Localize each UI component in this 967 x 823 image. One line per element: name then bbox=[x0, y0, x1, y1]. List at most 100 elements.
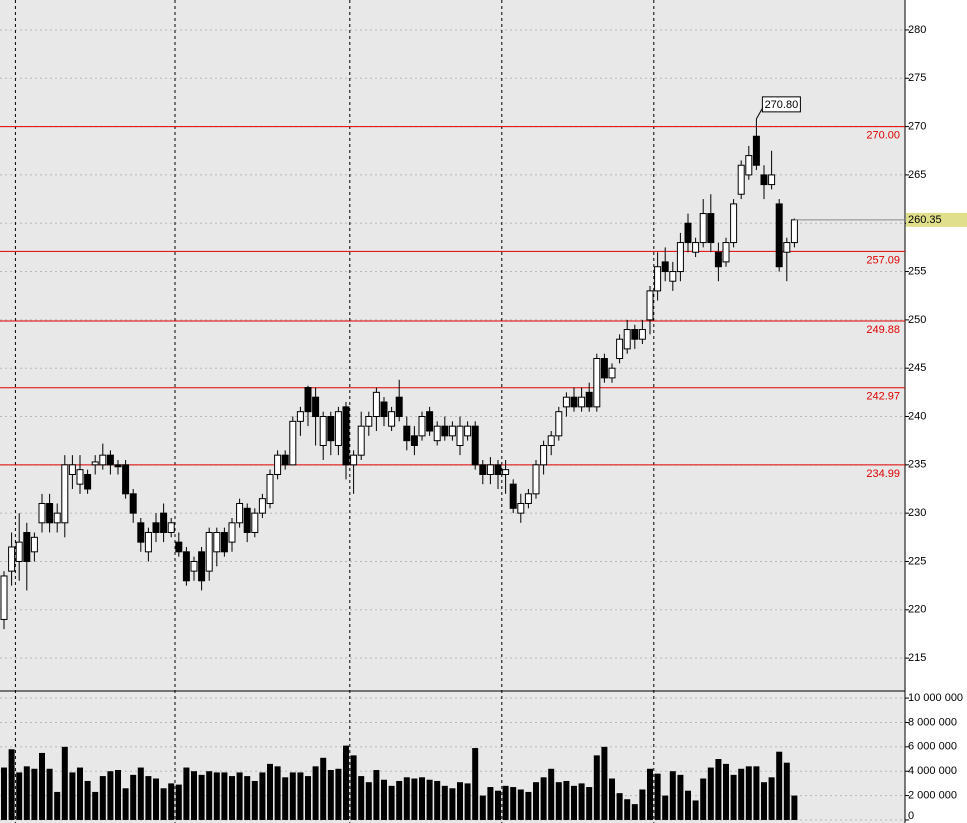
candle-body bbox=[654, 266, 662, 292]
candle-body bbox=[84, 473, 92, 490]
candle-body bbox=[471, 425, 479, 466]
candle-body bbox=[623, 329, 631, 350]
candle-body bbox=[129, 493, 137, 514]
volume-bar bbox=[578, 783, 585, 820]
volume-bar bbox=[115, 769, 121, 820]
volume-bar bbox=[251, 780, 258, 820]
volume-bar bbox=[700, 778, 707, 820]
volume-bar bbox=[198, 774, 205, 820]
volume-tick-label: 2 000 000 bbox=[908, 789, 957, 801]
volume-tick-label: 10 000 000 bbox=[908, 692, 963, 704]
volume-bar bbox=[426, 779, 433, 820]
candle-body bbox=[38, 502, 46, 524]
candle-body bbox=[790, 219, 798, 244]
candle-body bbox=[167, 522, 175, 533]
candle-body bbox=[15, 541, 23, 562]
candle-body bbox=[319, 416, 327, 447]
volume-bar bbox=[69, 772, 76, 820]
volume-bar bbox=[776, 751, 783, 820]
candle-body bbox=[266, 473, 274, 504]
candle-body bbox=[46, 502, 54, 524]
volume-bar bbox=[495, 790, 501, 820]
annotation-label: 270.80 bbox=[765, 99, 799, 111]
candle-body bbox=[707, 213, 715, 244]
volume-bar bbox=[609, 778, 615, 820]
volume-bar bbox=[77, 767, 83, 820]
volume-bar bbox=[54, 791, 61, 820]
volume-bar bbox=[654, 773, 661, 820]
candle-body bbox=[213, 531, 221, 553]
volume-bar bbox=[191, 771, 197, 820]
candle-body bbox=[494, 464, 502, 475]
volume-bar bbox=[396, 780, 403, 820]
volume-bar bbox=[434, 780, 441, 820]
volume-bar bbox=[517, 789, 524, 820]
plot-background bbox=[0, 0, 905, 823]
candle-body bbox=[61, 464, 69, 524]
volume-bar bbox=[411, 778, 418, 820]
volume-bar bbox=[160, 788, 167, 820]
candle-body bbox=[99, 454, 107, 466]
y-tick-label: 230 bbox=[908, 507, 926, 519]
volume-bar bbox=[343, 745, 349, 820]
y-tick-label: 245 bbox=[908, 362, 926, 374]
volume-bar bbox=[282, 777, 289, 820]
candle-body bbox=[593, 358, 601, 408]
volume-bar bbox=[84, 780, 91, 820]
volume-bar bbox=[1, 767, 7, 820]
candle-body bbox=[540, 445, 548, 466]
candle-body bbox=[327, 416, 335, 442]
volume-bar bbox=[502, 785, 509, 820]
volume-bar bbox=[297, 772, 304, 820]
volume-bar bbox=[213, 772, 220, 820]
volume-tick-label: 0 bbox=[908, 810, 914, 822]
volume-bar bbox=[791, 795, 798, 820]
candle-body bbox=[714, 251, 722, 268]
volume-bar bbox=[335, 768, 342, 820]
volume-bar bbox=[388, 785, 395, 820]
candle-body bbox=[669, 271, 677, 282]
candle-body bbox=[395, 396, 403, 418]
y-tick-label: 270 bbox=[908, 121, 926, 133]
candle-body bbox=[570, 396, 578, 408]
candle-body bbox=[562, 396, 570, 408]
candle-body bbox=[616, 338, 624, 360]
level-label: 242.97 bbox=[866, 391, 900, 403]
candle-body bbox=[722, 242, 730, 263]
volume-bar bbox=[92, 791, 99, 820]
y-tick-label: 235 bbox=[908, 459, 926, 471]
candle-body bbox=[692, 242, 700, 253]
volume-bar bbox=[745, 766, 752, 820]
candle-body bbox=[699, 213, 707, 244]
candle-body bbox=[464, 425, 472, 437]
candle-body bbox=[418, 416, 426, 437]
candle-body bbox=[456, 425, 464, 447]
last-price-label: 260.35 bbox=[908, 214, 942, 226]
volume-bar bbox=[61, 746, 68, 820]
candle-body bbox=[228, 522, 236, 543]
volume-bar bbox=[23, 766, 30, 820]
volume-bar bbox=[540, 777, 547, 820]
candle-body bbox=[274, 454, 282, 475]
volume-bar bbox=[707, 767, 714, 820]
level-label: 270.00 bbox=[866, 130, 900, 142]
candle-body bbox=[760, 174, 768, 186]
volume-bar bbox=[175, 784, 182, 820]
candle-body bbox=[365, 416, 373, 427]
volume-bar bbox=[723, 763, 729, 820]
candle-body bbox=[342, 406, 350, 466]
volume-bar bbox=[563, 780, 570, 820]
y-tick-label: 255 bbox=[908, 265, 926, 277]
volume-bar bbox=[715, 759, 722, 820]
candle-body bbox=[175, 541, 183, 553]
volume-bar bbox=[457, 782, 463, 820]
candle-body bbox=[752, 135, 760, 166]
volume-bar bbox=[403, 777, 410, 820]
volume-bar bbox=[39, 752, 45, 820]
candle-body bbox=[585, 391, 593, 408]
candle-body bbox=[334, 411, 342, 447]
candle-body bbox=[600, 358, 608, 379]
candle-body bbox=[182, 551, 190, 582]
candle-body bbox=[251, 512, 259, 533]
